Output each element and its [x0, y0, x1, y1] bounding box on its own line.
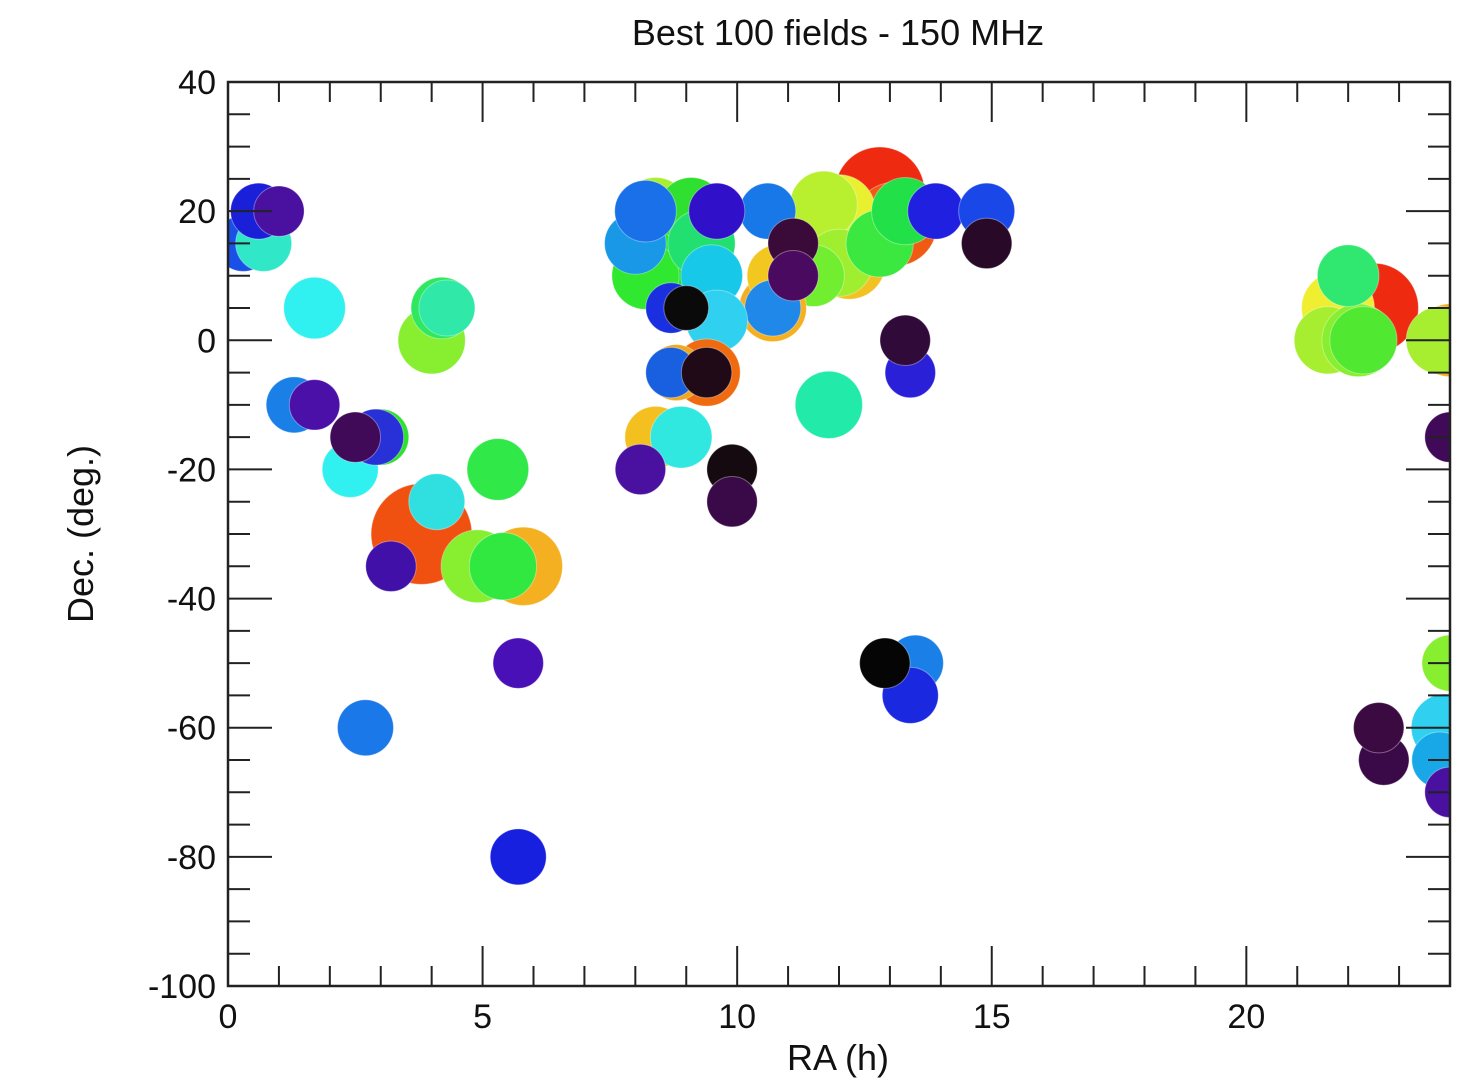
data-point [907, 182, 965, 240]
data-point [706, 476, 758, 528]
x-tick-label: 15 [973, 998, 1011, 1036]
data-point [614, 443, 667, 496]
data-point [489, 828, 547, 886]
data-point [1353, 702, 1405, 754]
data-point [365, 540, 417, 592]
x-tick-label: 5 [473, 998, 492, 1036]
data-point [1329, 306, 1398, 375]
data-points [228, 146, 1450, 886]
data-point [794, 370, 863, 439]
data-point [329, 411, 381, 463]
data-point [1316, 244, 1380, 308]
y-tick-label: -100 [148, 968, 216, 1006]
y-tick-label: 40 [178, 64, 216, 102]
x-tick-label: 0 [219, 998, 238, 1036]
chart-title: Best 100 fields - 150 MHz [632, 12, 1044, 53]
data-point [288, 379, 341, 431]
data-point [408, 473, 466, 531]
data-point [468, 532, 538, 601]
data-point [492, 637, 544, 689]
y-tick-label: -80 [167, 839, 216, 877]
y-axis-label: Dec. (deg.) [60, 445, 101, 623]
data-point [960, 217, 1013, 270]
y-tick-label: -60 [167, 710, 216, 748]
data-point [767, 250, 819, 302]
y-axis-tick-labels: 40 20 0 -20 -40 -60 -80 -100 [148, 64, 216, 1006]
data-point [879, 314, 931, 366]
x-axis-tick-labels: 0 5 10 15 20 [219, 998, 1266, 1036]
data-point [663, 285, 710, 331]
data-point [688, 182, 746, 240]
data-point [336, 699, 394, 757]
data-point [283, 276, 346, 340]
plot-frame [226, 80, 1452, 988]
data-point [466, 438, 530, 501]
y-tick-label: -40 [167, 581, 216, 619]
data-point [649, 405, 713, 469]
x-tick-label: 10 [718, 998, 756, 1036]
data-point [859, 637, 911, 689]
y-tick-label: 0 [197, 322, 216, 360]
data-point [614, 179, 677, 243]
x-tick-label: 20 [1227, 998, 1265, 1036]
y-tick-label: 20 [178, 193, 216, 231]
y-tick-label: -20 [167, 451, 216, 489]
data-point [680, 346, 733, 399]
data-point [418, 279, 476, 337]
x-axis-label: RA (h) [787, 1037, 889, 1078]
